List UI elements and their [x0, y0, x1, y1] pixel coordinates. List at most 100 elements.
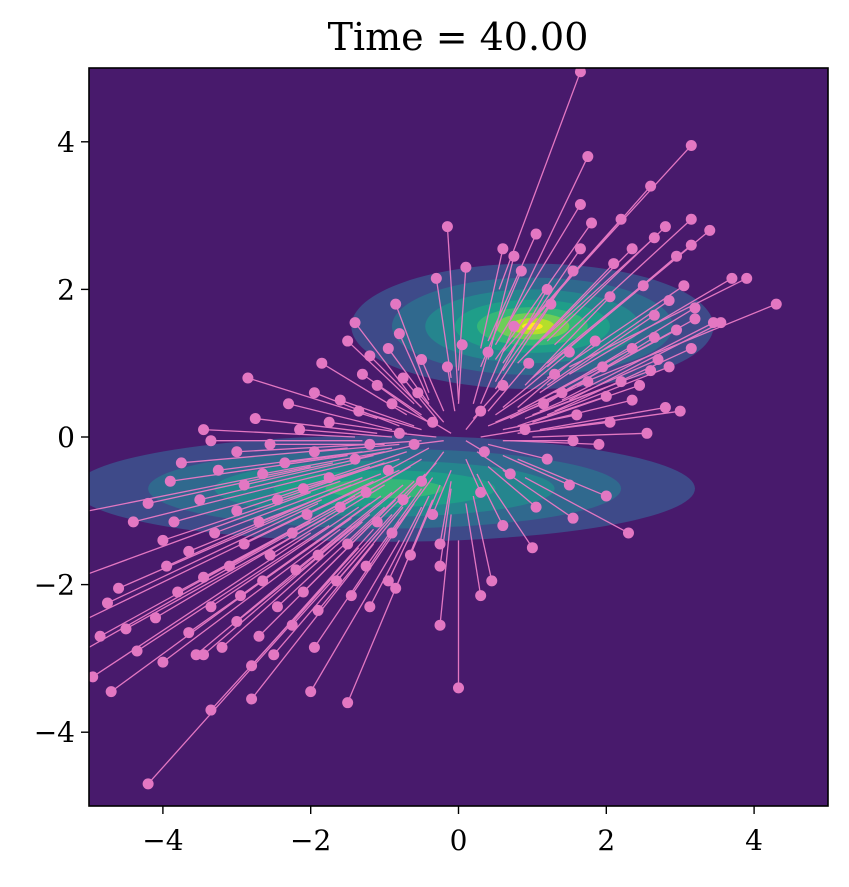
particle-track-50 — [472, 351, 489, 404]
particle-track-23 — [569, 277, 733, 375]
particle-point-125 — [231, 505, 243, 517]
particle-track-137 — [524, 477, 629, 534]
particle-point-139 — [238, 538, 250, 550]
particle-point-12 — [441, 221, 453, 233]
particle-point-34 — [390, 298, 402, 310]
particle-track-78 — [487, 403, 544, 427]
particle-track-124 — [487, 466, 537, 508]
particle-track-2 — [509, 156, 589, 320]
particle-track-166 — [277, 506, 386, 608]
particle-track-146 — [409, 484, 441, 556]
particle-track-5 — [554, 218, 692, 346]
particle-track-74 — [517, 395, 607, 427]
particle-point-105 — [541, 453, 553, 465]
particle-point-182 — [268, 649, 280, 661]
particle-point-159 — [234, 590, 246, 602]
particle-track-91 — [532, 432, 647, 438]
particle-track-111 — [170, 454, 348, 482]
particle-track-19 — [517, 263, 615, 364]
particle-track-157 — [118, 499, 323, 589]
particle-point-171 — [286, 619, 298, 631]
particle-track-161 — [350, 503, 415, 597]
particle-point-173 — [120, 623, 132, 635]
particle-point-18 — [671, 250, 683, 262]
particle-point-140 — [342, 538, 354, 550]
particle-point-33 — [689, 302, 701, 314]
particle-tracks — [89, 71, 777, 785]
particle-point-60 — [645, 365, 657, 377]
particle-point-170 — [231, 616, 243, 627]
particle-point-103 — [279, 457, 291, 469]
particle-track-150 — [365, 488, 423, 567]
particle-point-160 — [297, 586, 309, 598]
particle-point-112 — [238, 479, 250, 491]
particle-track-79 — [539, 406, 666, 431]
particle-point-26 — [637, 280, 649, 292]
particle-track-171 — [291, 514, 393, 626]
particle-track-92 — [399, 432, 437, 438]
particle-track-178 — [313, 521, 400, 648]
particle-point-54 — [663, 361, 675, 373]
x-tick-label: 0 — [450, 824, 468, 857]
particle-point-106 — [212, 464, 224, 476]
particle-point-164 — [101, 597, 113, 609]
particle-point-107 — [382, 464, 394, 476]
particle-point-94 — [567, 435, 579, 447]
y-tick-label: −2 — [34, 569, 75, 602]
particle-point-72 — [412, 387, 424, 399]
particle-point-62 — [549, 368, 561, 380]
particle-track-164 — [107, 502, 319, 604]
particle-point-188 — [453, 682, 464, 694]
particle-track-128 — [502, 469, 574, 519]
particle-point-22 — [741, 272, 753, 284]
particle-point-84 — [249, 413, 261, 425]
y-tick-label: 4 — [57, 126, 75, 159]
particle-track-175 — [258, 517, 378, 637]
particle-point-136 — [386, 527, 398, 539]
particle-track-151 — [439, 488, 452, 567]
particle-track-4 — [494, 204, 581, 346]
particle-point-35 — [648, 309, 660, 321]
particle-point-29 — [604, 291, 616, 303]
particle-point-48 — [626, 342, 638, 354]
particle-track-99 — [236, 443, 370, 453]
particle-track-138 — [162, 480, 341, 541]
particle-track-11 — [531, 237, 655, 349]
particle-track-86 — [517, 421, 611, 434]
edge-track-0 — [89, 465, 311, 512]
particle-point-14 — [508, 250, 520, 262]
particle-point-0 — [574, 68, 586, 78]
particle-point-127 — [427, 508, 439, 520]
particle-point-2 — [582, 151, 594, 163]
particle-point-31 — [770, 298, 782, 310]
particle-track-34 — [395, 303, 430, 393]
particle-point-20 — [515, 265, 527, 277]
particle-point-109 — [504, 468, 516, 480]
particle-track-13 — [480, 248, 504, 349]
particle-track-9 — [487, 233, 537, 342]
particle-point-131 — [253, 516, 265, 528]
particle-point-132 — [371, 516, 383, 528]
particle-point-118 — [194, 494, 206, 506]
particle-track-39 — [354, 322, 415, 401]
plot-background — [89, 68, 828, 806]
particle-point-104 — [349, 453, 361, 465]
particle-point-152 — [198, 571, 210, 583]
particle-point-184 — [246, 660, 258, 672]
particle-point-128 — [567, 512, 579, 524]
particle-track-37 — [561, 322, 714, 401]
particle-track-30 — [546, 299, 670, 386]
particle-point-44 — [342, 335, 354, 347]
particle-point-7 — [586, 217, 598, 229]
particle-point-146 — [404, 549, 416, 561]
particle-track-28 — [494, 289, 548, 382]
edge-track-1 — [89, 491, 311, 575]
particle-track-129 — [173, 473, 348, 523]
particle-point-82 — [475, 405, 487, 417]
particle-track-35 — [539, 314, 655, 394]
particle-point-74 — [600, 390, 612, 402]
x-tick-label: −4 — [142, 824, 183, 857]
particle-point-81 — [353, 405, 365, 417]
particle-point-45 — [456, 339, 468, 351]
